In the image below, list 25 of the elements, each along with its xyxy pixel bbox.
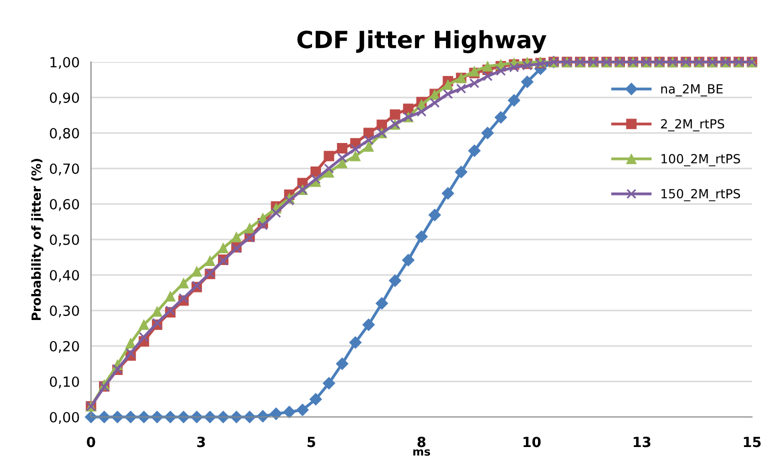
y-tick-label: 0,30 (50, 305, 79, 318)
x-axis-title: ms (413, 449, 430, 456)
y-tick-label: 0,60 (50, 198, 79, 211)
x-tick-label: 0 (86, 436, 96, 448)
y-tick-label: 0,40 (50, 270, 79, 282)
y-axis-title: Probability of jitter (%) (31, 158, 44, 320)
y-tick-label: 0,80 (50, 128, 79, 140)
y-tick-label: 1,00 (50, 56, 79, 69)
y-tick-label: 0,70 (50, 163, 79, 176)
y-tick-label: 0,10 (50, 376, 79, 388)
legend-label: 100_2M_rtPS (662, 154, 740, 166)
x-tick-label: 15 (744, 436, 761, 448)
y-tick-label: 0,00 (50, 412, 79, 424)
x-tick-label: 13 (634, 436, 650, 448)
x-tick-label: 5 (308, 436, 316, 448)
y-tick-label: 0,90 (50, 92, 79, 104)
legend-label: na_2M_BE (661, 84, 723, 96)
y-tick-label: 0,50 (50, 234, 79, 246)
x-tick-label: 10 (524, 436, 541, 448)
chart-title: CDF Jitter Highway (297, 30, 546, 54)
legend-label: 150_2M_rtPS (662, 188, 740, 202)
legend-label: 2_2M_rtPS (661, 119, 724, 132)
y-tick-label: 0,20 (50, 340, 79, 353)
x-tick-label: 8 (418, 436, 426, 448)
x-tick-label: 3 (197, 436, 205, 448)
